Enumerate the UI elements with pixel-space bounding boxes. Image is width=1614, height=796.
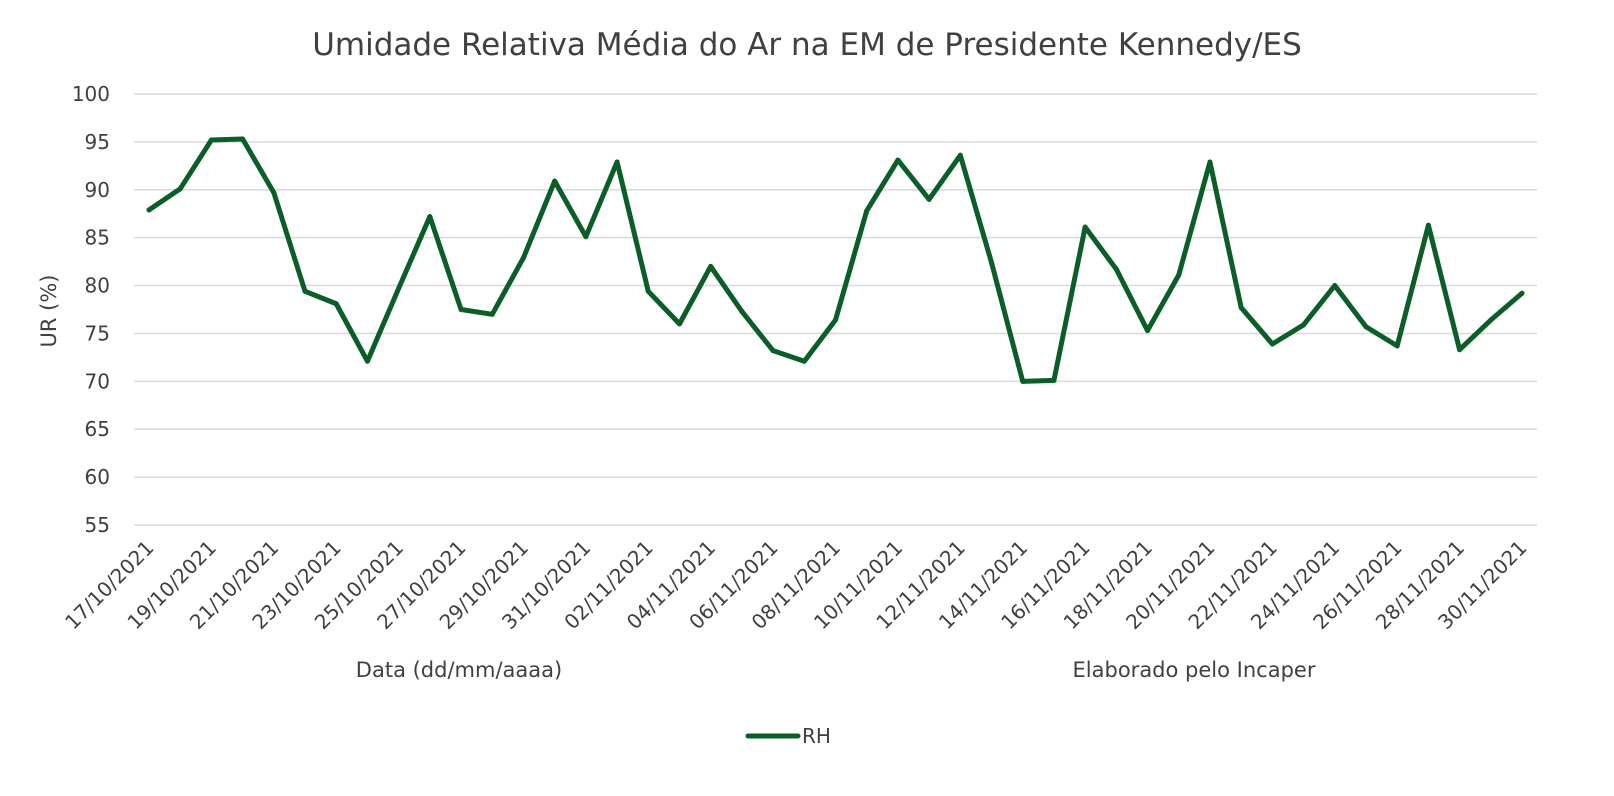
data-point: [208, 137, 214, 143]
data-point: [1020, 378, 1026, 384]
data-point: [1207, 159, 1213, 165]
y-tick-label: 55: [85, 513, 110, 537]
x-axis-label: Data (dd/mm/aaaa): [356, 658, 562, 682]
data-point: [583, 234, 589, 240]
data-point: [1394, 343, 1400, 349]
y-tick-label: 75: [85, 321, 110, 345]
data-point: [1238, 305, 1244, 311]
y-tick-label: 65: [85, 417, 110, 441]
data-point: [552, 178, 558, 184]
y-tick-label: 85: [85, 226, 110, 250]
data-point: [146, 207, 152, 213]
data-point: [895, 157, 901, 163]
data-point: [520, 255, 526, 261]
data-point: [427, 214, 433, 220]
data-point: [989, 260, 995, 266]
data-point: [1176, 272, 1182, 278]
data-point: [489, 311, 495, 317]
y-axis-label: UR (%): [37, 275, 61, 348]
data-point: [957, 152, 963, 158]
y-tick-label: 70: [85, 369, 110, 393]
data-point: [177, 186, 183, 192]
data-point: [1519, 290, 1525, 296]
x-axis-ticks: 17/10/202119/10/202121/10/202123/10/2021…: [60, 536, 1531, 634]
y-tick-label: 100: [72, 82, 110, 106]
y-tick-label: 60: [85, 465, 110, 489]
y-tick-label: 90: [85, 178, 110, 202]
data-point: [302, 288, 308, 294]
series-line-rh: [146, 136, 1525, 384]
data-point: [1082, 224, 1088, 230]
data-point: [396, 285, 402, 291]
data-point: [1363, 324, 1369, 330]
chart-title: Umidade Relativa Média do Ar na EM de Pr…: [312, 27, 1302, 63]
y-tick-label: 95: [85, 130, 110, 154]
data-point: [770, 348, 776, 354]
data-point: [739, 308, 745, 314]
data-point: [926, 196, 932, 202]
data-point: [614, 159, 620, 165]
data-point: [1145, 328, 1151, 334]
data-point: [240, 136, 246, 142]
data-point: [1113, 266, 1119, 272]
data-point: [1051, 377, 1057, 383]
y-axis-ticks: 100 95 90 85 80 75 70 65 60 55: [72, 82, 110, 537]
series-points: [146, 136, 1525, 384]
data-point: [1332, 283, 1338, 289]
data-point: [833, 317, 838, 323]
data-point: [864, 208, 870, 214]
data-point: [1301, 322, 1307, 328]
legend: RH: [745, 724, 831, 748]
source-note: Elaborado pelo Incaper: [1073, 658, 1316, 682]
data-point: [801, 358, 807, 364]
data-point: [1425, 222, 1431, 228]
data-point: [1269, 341, 1275, 347]
y-tick-label: 80: [85, 274, 110, 298]
data-point: [333, 301, 339, 307]
data-point: [1488, 317, 1494, 323]
data-point: [271, 190, 277, 196]
data-point: [1457, 347, 1463, 353]
data-point: [458, 307, 464, 312]
data-point: [676, 321, 682, 327]
legend-label-rh: RH: [802, 724, 831, 748]
data-point: [364, 358, 370, 364]
gridlines: [134, 93, 1537, 526]
data-point: [708, 263, 714, 269]
data-point: [645, 288, 651, 294]
